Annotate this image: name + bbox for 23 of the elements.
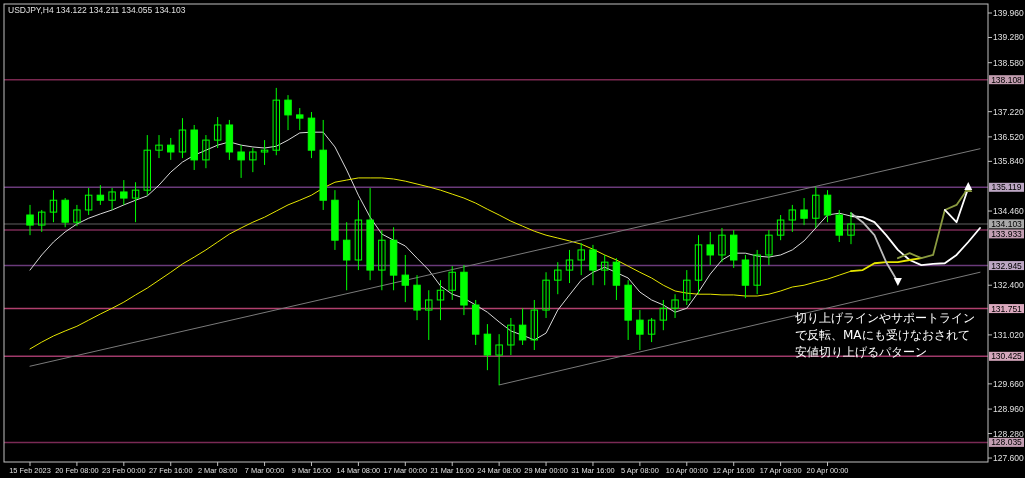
- y-tick-label: 136.520: [993, 131, 1024, 142]
- y-tick-label: 129.660: [993, 378, 1024, 389]
- ref-line-label: 134.103: [991, 218, 1023, 229]
- y-tick-label: 135.840: [993, 156, 1024, 167]
- y-tick-label: 128.280: [993, 428, 1024, 439]
- y-tick-label: 128.960: [993, 404, 1024, 415]
- y-tick-label: 131.020: [993, 329, 1024, 340]
- ref-line-label: 132.945: [991, 260, 1023, 271]
- ref-line-label: 130.425: [991, 351, 1023, 362]
- y-tick-label: 137.220: [993, 106, 1024, 117]
- ref-line-label: 133.933: [991, 228, 1023, 239]
- chart-title: USDJPY,H4 134.122 134.211 134.055 134.103: [8, 5, 186, 15]
- y-tick-label: 139.960: [993, 8, 1024, 18]
- y-tick-label: 138.580: [993, 57, 1024, 68]
- y-tick-label: 134.460: [993, 206, 1024, 217]
- ref-line-label: 131.751: [991, 303, 1023, 314]
- y-tick-label: 127.600: [993, 453, 1024, 464]
- ref-line-label: 135.119: [991, 182, 1022, 193]
- annotation: 切り上げラインやサポートラインで反転、MAにも受けなおされて安値切り上げるパターン: [795, 311, 975, 359]
- y-tick-label: 132.400: [993, 280, 1024, 291]
- ref-line-label: 138.108: [991, 74, 1023, 85]
- y-tick-label: 139.280: [993, 32, 1024, 43]
- ref-line-label: 128.035: [991, 437, 1023, 448]
